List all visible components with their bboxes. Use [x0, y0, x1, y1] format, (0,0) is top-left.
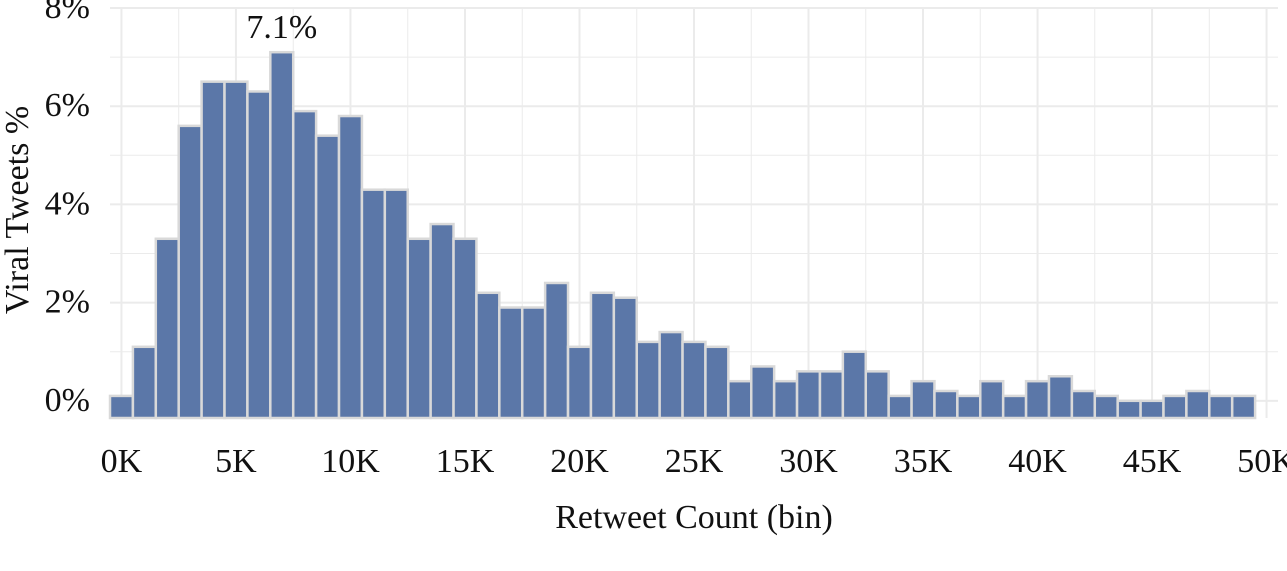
x-tick-label: 15K — [436, 443, 495, 480]
x-tick-label: 50K — [1237, 443, 1287, 480]
histogram-bar — [1116, 399, 1142, 420]
histogram-bar — [291, 109, 318, 420]
histogram-bar — [246, 90, 272, 420]
histogram-bar — [1139, 399, 1165, 420]
histogram-bar — [818, 370, 845, 420]
histogram-bar — [520, 306, 547, 420]
y-axis-title: Viral Tweets % — [0, 106, 36, 314]
histogram-bar — [933, 389, 959, 420]
histogram-bar — [841, 350, 868, 420]
histogram-bar — [1185, 389, 1211, 420]
x-tick-label: 5K — [215, 443, 257, 480]
histogram-bar — [1208, 394, 1234, 420]
histogram-bar — [887, 394, 913, 420]
histogram-bar — [360, 188, 387, 420]
histogram-bar — [1162, 394, 1188, 420]
x-tick-label: 40K — [1008, 443, 1067, 480]
peak-annotation: 7.1% — [246, 9, 317, 46]
x-axis-title: Retweet Count (bin) — [555, 499, 833, 536]
histogram-bar — [337, 114, 364, 420]
histogram-bar — [864, 370, 890, 420]
histogram-bar — [681, 340, 707, 420]
histogram-bar — [154, 237, 180, 420]
histogram-bar — [1047, 375, 1074, 420]
x-tick-label: 20K — [550, 443, 609, 480]
histogram-bar — [566, 345, 593, 420]
x-tick-label: 35K — [894, 443, 953, 480]
bars-layer — [108, 50, 1257, 420]
y-tick-label: 0% — [45, 382, 90, 419]
histogram-bar — [223, 80, 249, 420]
y-tick-label: 8% — [45, 0, 90, 26]
histogram-bar — [727, 379, 753, 420]
histogram-bar — [177, 124, 203, 420]
histogram-bar — [658, 330, 684, 420]
histogram-bar — [1024, 379, 1051, 420]
histogram-bar — [1070, 389, 1097, 420]
histogram-bar — [269, 50, 295, 420]
histogram-bar — [429, 222, 455, 420]
histogram-bar — [406, 237, 432, 420]
x-tick-label: 30K — [779, 443, 838, 480]
x-tick-label: 10K — [321, 443, 380, 480]
histogram-bar — [475, 291, 501, 420]
y-tick-label: 2% — [45, 284, 90, 321]
y-tick-label: 6% — [45, 87, 90, 124]
histogram-bar — [704, 345, 730, 420]
histogram-bar — [1001, 394, 1028, 420]
histogram-bar — [910, 379, 936, 420]
histogram-bar — [543, 281, 570, 420]
histogram-bar — [589, 291, 616, 420]
histogram-bar — [200, 80, 226, 420]
histogram-bar — [612, 296, 638, 420]
histogram-bar — [108, 394, 135, 420]
histogram-bar — [131, 345, 158, 420]
histogram-bar — [772, 379, 799, 420]
y-tick-label: 4% — [45, 185, 90, 222]
histogram-bar — [1093, 394, 1119, 420]
histogram-bar — [498, 306, 524, 420]
x-tick-label: 45K — [1123, 443, 1182, 480]
histogram-bar — [383, 188, 409, 420]
histogram-bar — [1230, 394, 1257, 420]
histogram-bar — [956, 394, 982, 420]
histogram-bar — [314, 134, 341, 420]
histogram-bar — [795, 370, 822, 420]
histogram-bar — [452, 237, 478, 420]
histogram-bar — [979, 379, 1005, 420]
histogram-bar — [635, 340, 661, 420]
x-tick-label: 25K — [665, 443, 724, 480]
histogram-bar — [750, 365, 776, 420]
x-tick-label: 0K — [101, 443, 143, 480]
axis-layer: 0K 5K 10K 15K 20K 25K 30K 35K 40K 45K 50K 0% 2% 4% 6% 8… — [45, 0, 1287, 480]
